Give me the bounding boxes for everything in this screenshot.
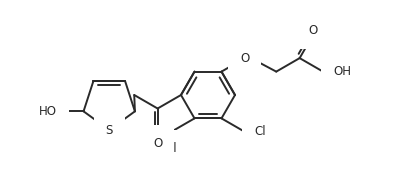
Text: S: S xyxy=(106,124,113,137)
Text: Cl: Cl xyxy=(165,142,177,155)
Text: O: O xyxy=(153,137,162,150)
Text: Cl: Cl xyxy=(254,125,265,138)
Text: OH: OH xyxy=(333,65,351,78)
Text: HO: HO xyxy=(39,105,57,118)
Text: O: O xyxy=(240,52,250,65)
Text: O: O xyxy=(309,24,318,37)
